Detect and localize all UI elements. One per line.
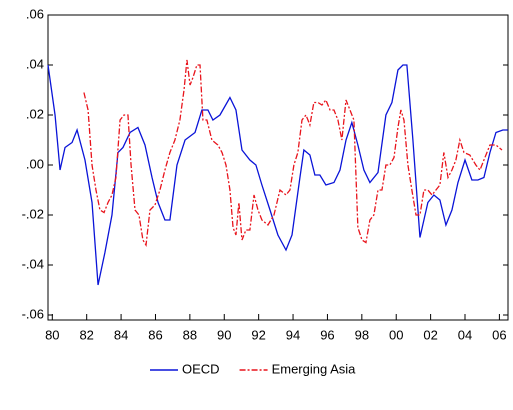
- x-tick-label: 02: [423, 327, 437, 342]
- y-tick-label: .04: [26, 56, 44, 71]
- x-tick-label: 06: [492, 327, 506, 342]
- x-tick-label: 96: [320, 327, 334, 342]
- series-line: [47, 64, 508, 286]
- legend-label: Emerging Asia: [272, 361, 357, 376]
- y-tick-label: -.06: [22, 306, 44, 321]
- plot-frame: [47, 14, 509, 321]
- x-tick-label: 80: [45, 327, 59, 342]
- y-tick-label: -.04: [22, 256, 44, 271]
- x-tick-label: 90: [217, 327, 231, 342]
- x-tick-label: 04: [458, 327, 472, 342]
- legend-label: OECD: [182, 361, 220, 376]
- x-tick-label: 88: [183, 327, 197, 342]
- y-tick-label: .06: [26, 6, 44, 21]
- x-tick-label: 98: [355, 327, 369, 342]
- y-tick-label: .00: [26, 156, 44, 171]
- y-tick-label: -.02: [22, 206, 44, 221]
- x-tick-label: 00: [389, 327, 403, 342]
- y-tick-label: .02: [26, 106, 44, 121]
- x-tick-label: 92: [251, 327, 265, 342]
- x-tick-label: 84: [114, 327, 128, 342]
- x-tick-label: 82: [79, 327, 93, 342]
- x-tick-label: 86: [148, 327, 162, 342]
- series-line: [83, 59, 503, 247]
- x-tick-label: 94: [286, 327, 300, 342]
